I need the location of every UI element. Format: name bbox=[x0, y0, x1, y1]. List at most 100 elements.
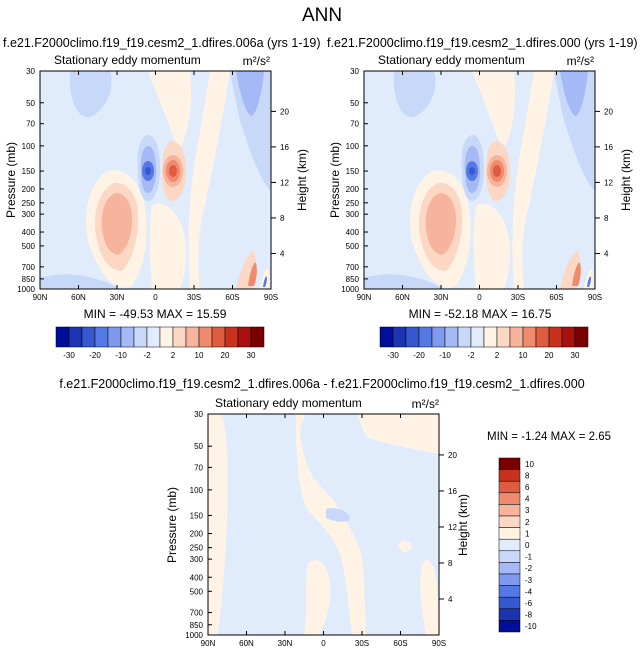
colorbar-box bbox=[133, 326, 148, 348]
colorbar-label: 10 bbox=[525, 460, 534, 469]
x-tick-label: 0 bbox=[321, 639, 326, 648]
height-tick-label: 20 bbox=[280, 107, 289, 116]
colorbar-label: 1 bbox=[525, 529, 530, 538]
colorbar-label: 10 bbox=[519, 351, 528, 360]
colorbar-box bbox=[185, 326, 200, 348]
y-tick-label: 500 bbox=[346, 242, 360, 251]
colorbar-box bbox=[498, 480, 521, 494]
colorbar-box bbox=[548, 326, 563, 348]
panel-2-colorbar: -30 -20 -10 -2 2 10 20 30 bbox=[379, 326, 589, 360]
y-tick-label: 70 bbox=[194, 463, 203, 472]
panel-3-ylabel: Pressure (mb) bbox=[165, 487, 179, 563]
colorbar-box bbox=[498, 562, 521, 575]
panel-3-subtitle: Stationary eddy momentum bbox=[215, 396, 362, 410]
colorbar-box bbox=[498, 596, 521, 610]
colorbar-box bbox=[444, 326, 459, 348]
panel-1-field bbox=[40, 71, 271, 289]
colorbar-box bbox=[120, 326, 135, 348]
y-tick-label: 100 bbox=[346, 142, 360, 151]
colorbar-label: 0 bbox=[525, 541, 530, 550]
height-tick-label: 20 bbox=[604, 107, 613, 116]
panel-1: f.e21.F2000climo.f19_f19.cesm2_1.dfires.… bbox=[3, 36, 321, 360]
panel-2-field bbox=[364, 71, 595, 289]
height-tick-label: 12 bbox=[280, 178, 289, 187]
x-tick-label: 60N bbox=[239, 639, 254, 648]
colorbar-label: 30 bbox=[571, 351, 580, 360]
y-tick-label: 30 bbox=[26, 67, 35, 76]
y-tick-label: 700 bbox=[190, 609, 204, 618]
colorbar-box bbox=[535, 326, 550, 348]
colorbar-box bbox=[68, 326, 83, 348]
panel-2-subtitle: Stationary eddy momentum bbox=[378, 53, 525, 67]
colorbar-box bbox=[498, 492, 521, 505]
colorbar-box bbox=[498, 585, 521, 598]
x-tick-label: 90S bbox=[264, 293, 278, 302]
panel-3-title: f.e21.F2000climo.f19_f19.cesm2_1.dfires.… bbox=[59, 377, 584, 391]
panel-3-field bbox=[208, 414, 439, 635]
height-tick-label: 16 bbox=[448, 487, 457, 496]
colorbar-box bbox=[107, 326, 122, 348]
colorbar-label: 2 bbox=[525, 518, 530, 527]
panel-3-stats: MIN = -1.24 MAX = 2.65 bbox=[487, 431, 611, 443]
panel-2: f.e21.F2000climo.f19_f19.cesm2_1.dfires.… bbox=[327, 36, 638, 360]
height-tick-label: 12 bbox=[448, 523, 457, 532]
y-tick-label: 150 bbox=[190, 511, 204, 520]
y-tick-label: 150 bbox=[346, 167, 360, 176]
colorbar-box bbox=[498, 504, 521, 517]
x-tick-label: 60S bbox=[549, 293, 563, 302]
panel-2-title: f.e21.F2000climo.f19_f19.cesm2_1.dfires.… bbox=[327, 36, 638, 50]
colorbar-box bbox=[457, 326, 472, 348]
y-tick-label: 30 bbox=[194, 410, 203, 419]
y-tick-label: 400 bbox=[346, 228, 360, 237]
y-tick-label: 300 bbox=[22, 210, 36, 219]
colorbar-box bbox=[574, 326, 589, 348]
panel-2-height-ticks: 20 16 12 8 4 bbox=[595, 107, 613, 258]
x-tick-label: 30S bbox=[511, 293, 525, 302]
y-tick-label: 700 bbox=[346, 263, 360, 272]
y-tick-label: 250 bbox=[22, 199, 36, 208]
x-tick-label: 90S bbox=[588, 293, 602, 302]
panel-2-stats: MIN = -52.18 MAX = 16.75 bbox=[409, 307, 552, 321]
panel-2-ylabel: Pressure (mb) bbox=[328, 142, 342, 218]
x-tick-label: 0 bbox=[477, 293, 482, 302]
x-tick-label: 90N bbox=[357, 293, 372, 302]
height-tick-label: 12 bbox=[604, 178, 613, 187]
colorbar-box bbox=[379, 326, 394, 348]
colorbar-box bbox=[392, 326, 407, 348]
colorbar-label: -30 bbox=[63, 351, 75, 360]
colorbar-label: -2 bbox=[525, 564, 533, 573]
y-tick-label: 700 bbox=[22, 263, 36, 272]
panel-1-x-ticks: 90N 60N 30N 0 30S 60S 90S bbox=[33, 71, 278, 302]
colorbar-box bbox=[172, 326, 187, 348]
colorbar-box bbox=[498, 527, 521, 540]
x-tick-label: 60N bbox=[395, 293, 410, 302]
x-tick-label: 30N bbox=[278, 639, 293, 648]
colorbar-box bbox=[498, 550, 521, 563]
colorbar-box bbox=[496, 326, 511, 348]
y-tick-label: 300 bbox=[346, 210, 360, 219]
colorbar-box bbox=[498, 457, 521, 470]
colorbar-label: -20 bbox=[89, 351, 101, 360]
panel-3-x-ticks: 90N 60N 30N 0 30S 60S 90S bbox=[201, 414, 446, 648]
y-tick-label: 200 bbox=[346, 185, 360, 194]
colorbar-box bbox=[55, 326, 70, 348]
colorbar-label: 30 bbox=[247, 351, 256, 360]
colorbar-label: -10 bbox=[525, 622, 537, 631]
colorbar-box bbox=[470, 326, 485, 348]
y-tick-label: 500 bbox=[190, 587, 204, 596]
y-tick-label: 50 bbox=[350, 99, 359, 108]
panel-2-x-ticks: 90N 60N 30N 0 30S 60S 90S bbox=[357, 71, 602, 302]
colorbar-box bbox=[483, 326, 498, 348]
height-tick-label: 16 bbox=[604, 143, 613, 152]
colorbar-label: -10 bbox=[115, 351, 127, 360]
height-tick-label: 4 bbox=[604, 249, 609, 258]
colorbar-box bbox=[498, 469, 521, 482]
x-tick-label: 60N bbox=[71, 293, 86, 302]
panel-3: f.e21.F2000climo.f19_f19.cesm2_1.dfires.… bbox=[59, 377, 611, 648]
y-tick-label: 400 bbox=[190, 573, 204, 582]
colorbar-box bbox=[561, 326, 576, 348]
colorbar-box bbox=[431, 326, 446, 348]
height-tick-label: 4 bbox=[448, 595, 453, 604]
